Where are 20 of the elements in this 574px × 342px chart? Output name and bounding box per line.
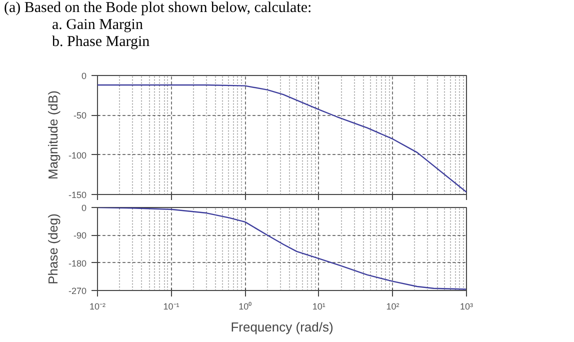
x-tick-label: 10² (386, 302, 400, 312)
y-tick-label: -180 (68, 258, 86, 268)
x-tick-label: 10⁰ (238, 302, 252, 312)
y-tick-label: -90 (73, 230, 87, 241)
y-tick-label: -50 (73, 110, 87, 121)
x-tick-label: 10³ (460, 302, 474, 312)
y-axis-title: Magnitude (dB) (45, 90, 60, 180)
y-tick-label: -100 (68, 150, 86, 160)
y-axis-title: Phase (deg) (45, 214, 60, 284)
text: b. Phase Margin (51, 34, 151, 51)
x-tick-label: 10⁻² (89, 302, 106, 312)
y-tick-label: -270 (68, 286, 86, 296)
chart-title: (a) Based on the Bode plot shown below, calculate: (4, 0, 312, 17)
x-axis-title: Frequency (rad/s) (230, 320, 334, 334)
y-tick-label: -150 (68, 190, 86, 200)
text: a. Gain Margin (51, 17, 144, 34)
x-tick-label: 10¹ (312, 302, 326, 312)
y-tick-label: 0 (81, 203, 87, 213)
x-tick-label: 10⁻¹ (163, 302, 180, 312)
y-tick-label: 0 (81, 71, 87, 81)
